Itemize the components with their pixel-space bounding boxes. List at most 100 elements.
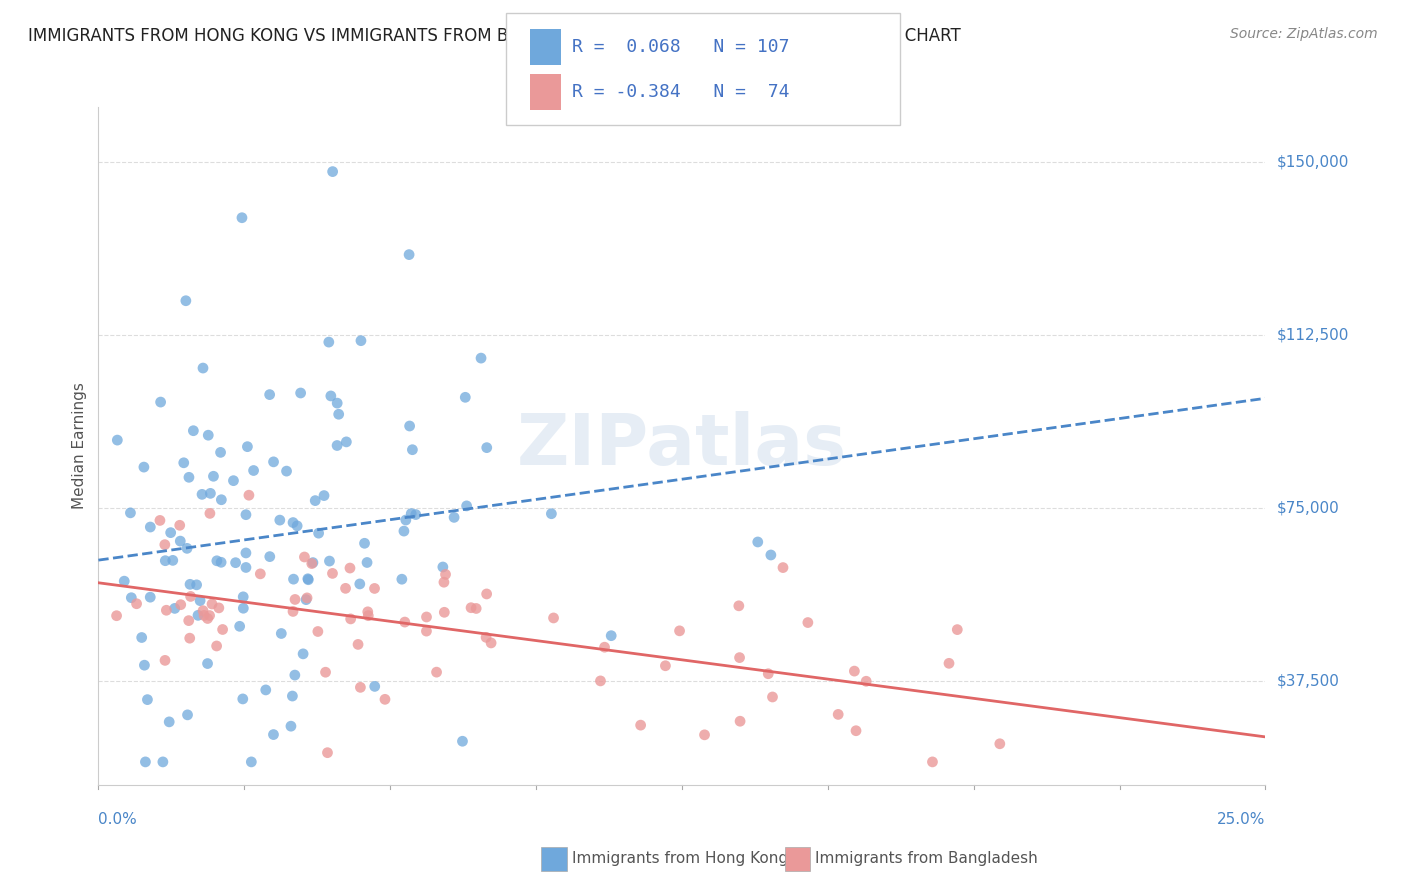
Text: $112,500: $112,500 — [1277, 328, 1350, 343]
Point — [315, 665, 337, 680]
Text: R =  0.068   N = 107: R = 0.068 N = 107 — [572, 38, 790, 56]
Point — [198, 608, 221, 623]
Point — [177, 614, 200, 628]
Point — [475, 631, 498, 645]
Point — [149, 513, 172, 527]
Point — [263, 728, 285, 742]
Point — [191, 604, 214, 618]
Point — [339, 612, 361, 626]
Text: 25.0%: 25.0% — [1218, 812, 1265, 827]
Point — [232, 692, 254, 706]
Point — [772, 560, 794, 574]
Point — [134, 755, 156, 769]
Point — [326, 438, 349, 452]
Point — [728, 650, 751, 665]
Point — [131, 631, 153, 645]
Point — [155, 554, 177, 568]
Point — [398, 247, 420, 261]
Text: $150,000: $150,000 — [1277, 155, 1350, 169]
Point — [112, 574, 135, 589]
Point — [170, 598, 193, 612]
Point — [475, 441, 498, 455]
Point — [225, 556, 247, 570]
Point — [232, 601, 254, 615]
Point — [312, 489, 335, 503]
Point — [231, 211, 253, 225]
Point — [197, 657, 219, 671]
Point — [297, 573, 319, 587]
Point — [235, 546, 257, 560]
Point — [186, 578, 208, 592]
Point — [392, 524, 415, 538]
Point — [169, 518, 191, 533]
Point — [307, 624, 329, 639]
Point — [176, 707, 198, 722]
Text: Source: ZipAtlas.com: Source: ZipAtlas.com — [1230, 27, 1378, 41]
Point — [228, 619, 250, 633]
Point — [198, 507, 221, 521]
Point — [827, 707, 849, 722]
Point — [363, 582, 385, 596]
Point — [460, 600, 482, 615]
Point — [132, 460, 155, 475]
Point — [432, 560, 454, 574]
Point — [374, 692, 396, 706]
Point — [391, 572, 413, 586]
Point — [281, 689, 304, 703]
Point — [236, 440, 259, 454]
Point — [152, 755, 174, 769]
Point — [844, 664, 866, 678]
Point — [318, 554, 340, 568]
Point — [149, 395, 172, 409]
Point — [921, 755, 943, 769]
Point — [134, 658, 156, 673]
Point — [321, 566, 343, 581]
Point — [443, 510, 465, 524]
Point — [316, 746, 339, 760]
Point — [162, 553, 184, 567]
Point — [353, 536, 375, 550]
Point — [235, 508, 257, 522]
Point — [177, 470, 200, 484]
Point — [394, 615, 416, 629]
Point — [540, 507, 562, 521]
Point — [543, 611, 565, 625]
Point — [350, 334, 373, 348]
Point — [238, 488, 260, 502]
Point — [433, 575, 456, 590]
Point — [318, 335, 340, 350]
Point — [179, 577, 201, 591]
Point — [761, 690, 783, 704]
Point — [357, 608, 380, 623]
Point — [200, 486, 222, 500]
Point — [593, 640, 616, 655]
Point — [197, 611, 219, 625]
Point — [209, 492, 232, 507]
Point — [855, 674, 877, 689]
Point — [304, 493, 326, 508]
Point — [456, 499, 478, 513]
Point — [349, 681, 371, 695]
Point — [180, 590, 202, 604]
Point — [475, 587, 498, 601]
Point — [157, 714, 180, 729]
Point — [284, 592, 307, 607]
Point — [232, 590, 254, 604]
Point — [174, 293, 197, 308]
Point — [249, 566, 271, 581]
Point — [269, 513, 291, 527]
Point — [205, 639, 228, 653]
Point — [280, 719, 302, 733]
Point — [426, 665, 449, 680]
Point — [281, 516, 304, 530]
Point — [295, 591, 318, 605]
Point — [211, 623, 233, 637]
Point — [946, 623, 969, 637]
Point — [401, 442, 423, 457]
Point — [176, 541, 198, 556]
Point — [183, 424, 205, 438]
Point — [308, 526, 330, 541]
Point — [285, 519, 308, 533]
Point — [222, 474, 245, 488]
Point — [405, 508, 427, 522]
